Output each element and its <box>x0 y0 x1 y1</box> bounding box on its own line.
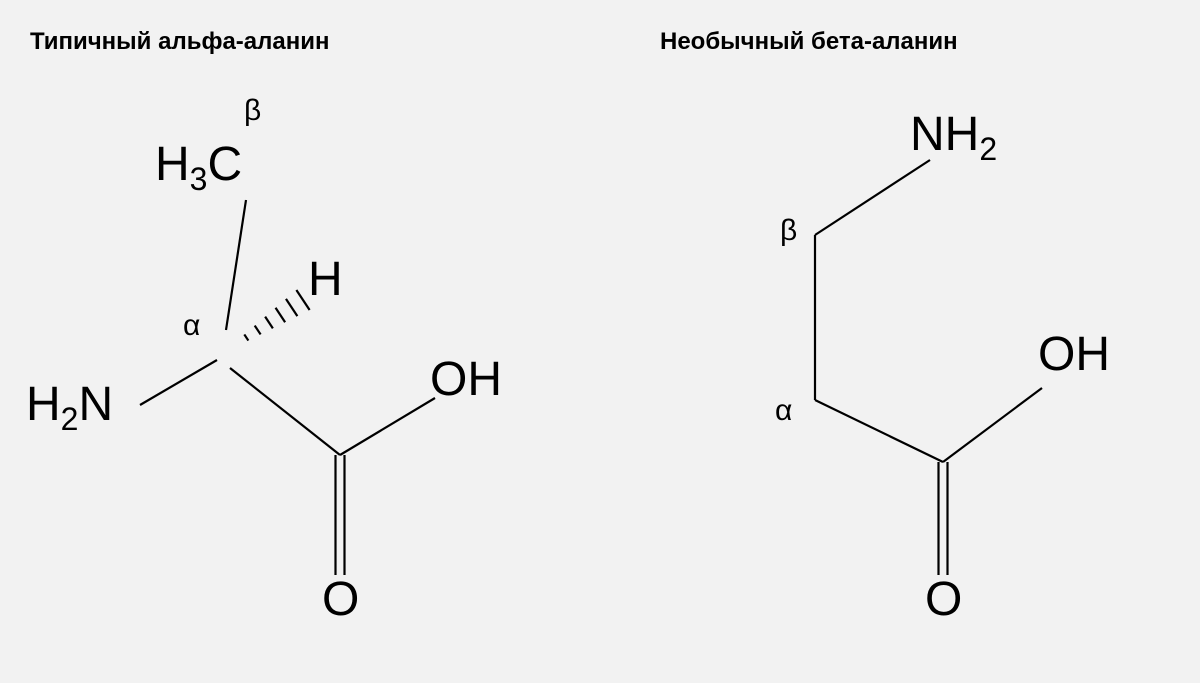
svg-text:H3C: H3C <box>155 138 242 197</box>
svg-text:O: O <box>322 573 359 626</box>
svg-text:H: H <box>308 253 343 306</box>
svg-text:β: β <box>780 214 797 247</box>
svg-text:OH: OH <box>1038 328 1110 381</box>
svg-text:α: α <box>775 394 792 427</box>
svg-text:NH2: NH2 <box>910 108 997 167</box>
molecule-diagram: H2NH3CβαHOHONH2βαOHO <box>0 0 1200 683</box>
svg-text:OH: OH <box>430 353 502 406</box>
svg-text:O: O <box>925 573 962 626</box>
svg-text:H2N: H2N <box>26 378 113 437</box>
svg-text:β: β <box>244 94 261 127</box>
svg-text:α: α <box>183 309 200 342</box>
